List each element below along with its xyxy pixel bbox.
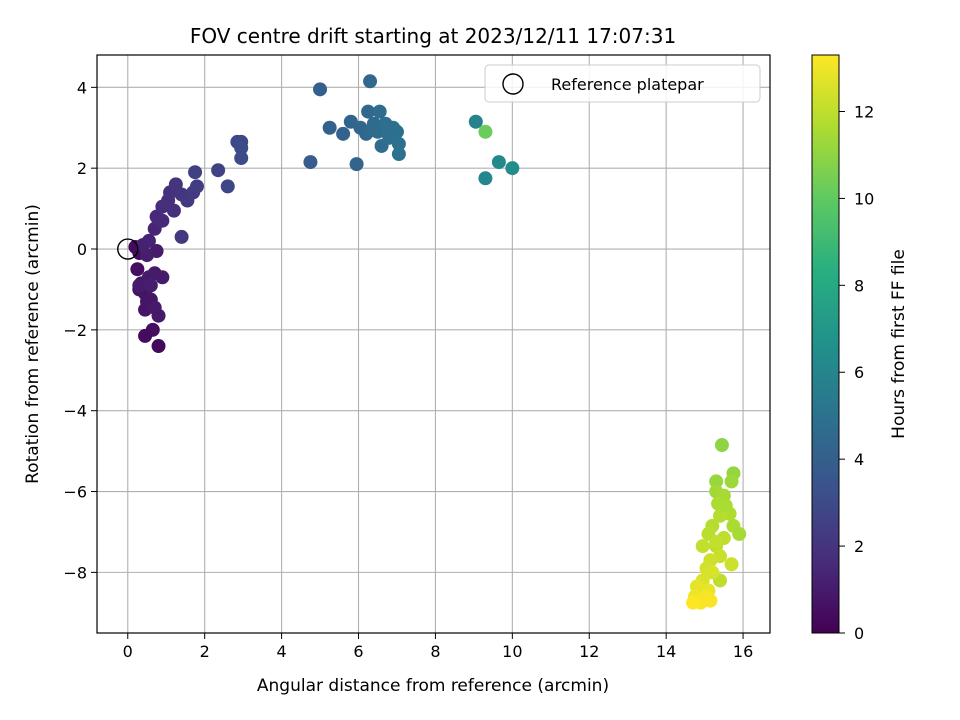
data-point — [155, 213, 170, 228]
y-tick-label: −4 — [63, 402, 87, 421]
data-point — [709, 474, 724, 489]
colorbar-tick-label: 6 — [854, 363, 864, 382]
data-point — [718, 498, 733, 513]
x-tick-label: 16 — [733, 642, 753, 661]
data-point — [724, 557, 739, 572]
plot-frame — [96, 54, 771, 634]
y-axis-ticks: −8 −6 −4 −2 0 2 4 — [63, 78, 97, 582]
y-tick-label: 4 — [77, 78, 87, 97]
data-point — [705, 565, 720, 580]
data-point — [709, 535, 724, 550]
data-point — [380, 122, 395, 137]
data-point — [322, 120, 337, 135]
data-point — [364, 122, 379, 137]
y-axis-label: Rotation from reference (arcmin) — [23, 204, 43, 484]
data-point — [505, 161, 520, 176]
data-point — [361, 104, 376, 119]
data-point — [714, 438, 729, 453]
reference-platepar-marker — [117, 238, 139, 260]
data-point — [189, 179, 204, 194]
grid-lines — [97, 55, 770, 633]
data-point — [151, 339, 166, 354]
data-point — [391, 147, 406, 162]
colorbar-label: Hours from first FF file — [889, 249, 909, 439]
legend: Reference platepar — [484, 64, 761, 103]
data-point — [234, 151, 249, 166]
data-point — [724, 474, 739, 489]
data-point — [166, 203, 181, 218]
data-point — [695, 539, 710, 554]
colorbar-tick-label: 2 — [854, 537, 864, 556]
data-point — [478, 171, 493, 186]
y-tick-label: −2 — [63, 321, 87, 340]
data-point — [138, 328, 153, 343]
y-tick-label: −6 — [63, 483, 87, 502]
data-point — [391, 136, 406, 151]
data-point — [491, 155, 506, 170]
data-point — [313, 82, 328, 97]
data-point — [234, 140, 249, 155]
x-tick-label: 4 — [277, 642, 287, 661]
data-point — [363, 74, 378, 89]
x-tick-label: 6 — [353, 642, 363, 661]
data-point — [703, 593, 718, 608]
x-tick-label: 12 — [579, 642, 599, 661]
x-tick-label: 2 — [200, 642, 210, 661]
data-points — [128, 74, 747, 610]
data-point — [188, 165, 203, 180]
data-point — [349, 157, 364, 172]
data-point — [336, 126, 351, 141]
x-axis-ticks: 0 2 4 6 8 10 12 14 16 — [123, 633, 753, 661]
chart-title: FOV centre drift starting at 2023/12/11 … — [190, 24, 676, 48]
colorbar-gradient — [811, 54, 840, 634]
data-point — [143, 278, 158, 293]
data-point — [151, 308, 166, 323]
colorbar-tick-label: 4 — [854, 450, 864, 469]
legend-marker-icon — [502, 73, 524, 95]
data-point — [132, 278, 147, 293]
legend-box — [484, 64, 761, 103]
colorbar-ticks: 0 2 4 6 8 10 12 — [839, 102, 874, 643]
data-point — [174, 229, 189, 244]
colorbar-tick-label: 12 — [854, 102, 874, 121]
colorbar-tick-label: 8 — [854, 276, 864, 295]
legend-entry: Reference platepar — [551, 75, 704, 94]
colorbar-tick-label: 10 — [854, 189, 874, 208]
data-point — [155, 270, 170, 285]
y-tick-label: 2 — [77, 159, 87, 178]
x-tick-label: 14 — [656, 642, 676, 661]
data-point — [220, 179, 235, 194]
data-point — [303, 155, 318, 170]
data-point — [732, 526, 747, 541]
x-axis-label: Angular distance from reference (arcmin) — [257, 676, 609, 696]
x-tick-label: 10 — [502, 642, 522, 661]
data-point — [478, 124, 493, 139]
data-point — [141, 233, 156, 248]
data-point — [130, 262, 145, 277]
colorbar: 0 2 4 6 8 10 12 Hours from first FF file — [811, 54, 909, 643]
x-tick-label: 0 — [123, 642, 133, 661]
y-tick-label: −8 — [63, 563, 87, 582]
data-point — [211, 163, 226, 178]
y-tick-label: 0 — [77, 240, 87, 259]
data-point — [686, 595, 701, 610]
data-point — [372, 104, 387, 119]
colorbar-tick-label: 0 — [854, 624, 864, 643]
data-point — [468, 114, 483, 129]
x-tick-label: 8 — [430, 642, 440, 661]
